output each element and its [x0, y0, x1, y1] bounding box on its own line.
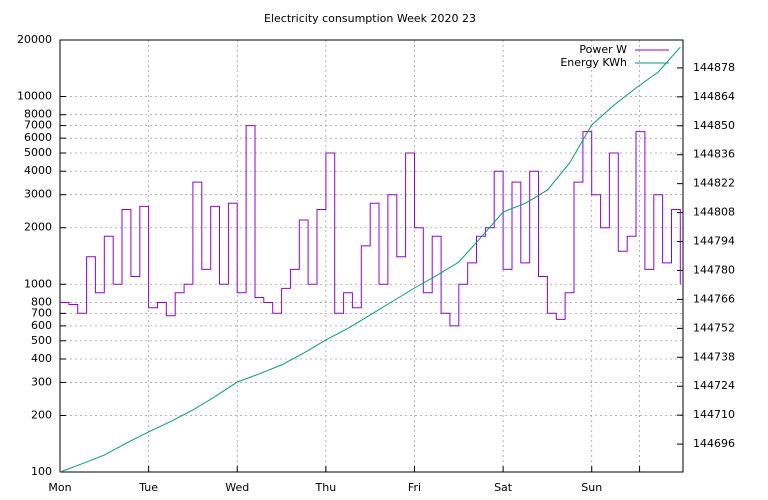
- y2-tick-label: 144696: [693, 437, 735, 450]
- y2-tick-label: 144738: [693, 350, 735, 363]
- x-tick-label: Thu: [315, 481, 337, 494]
- y-tick-label: 5000: [24, 146, 52, 159]
- y-tick-label: 3000: [24, 188, 52, 201]
- legend-label: Energy KWh: [560, 56, 627, 69]
- y-tick-label: 600: [31, 319, 52, 332]
- y-tick-label: 800: [31, 295, 52, 308]
- chart-title: Electricity consumption Week 2020 23: [264, 12, 476, 25]
- plot-frame: [59, 39, 684, 473]
- legend-label: Power W: [579, 43, 627, 56]
- y2-tick-label: 144724: [693, 379, 735, 392]
- y-tick-label: 2000: [24, 221, 52, 234]
- y-tick-label: 20000: [17, 33, 52, 46]
- y-tick-label: 300: [31, 375, 52, 388]
- y2-tick-label: 144864: [693, 90, 735, 103]
- y-tick-label: 4000: [24, 164, 52, 177]
- y2-tick-label: 144850: [693, 119, 735, 132]
- y2-tick-label: 144780: [693, 263, 735, 276]
- x-tick-label: Sat: [494, 481, 513, 494]
- y-tick-label: 8000: [24, 108, 52, 121]
- y-tick-label: 700: [31, 306, 52, 319]
- y-tick-label: 500: [31, 334, 52, 347]
- y-tick-label: 100: [31, 465, 52, 478]
- y2-tick-label: 144878: [693, 61, 735, 74]
- series-line: [59, 46, 681, 473]
- x-tick-label: Fri: [408, 481, 421, 494]
- y-tick-label: 10000: [17, 90, 52, 103]
- x-tick-label: Tue: [138, 481, 158, 494]
- x-tick-label: Mon: [48, 481, 71, 494]
- x-tick-label: Sun: [581, 481, 602, 494]
- y2-tick-label: 144836: [693, 148, 735, 161]
- series-line: [60, 125, 681, 327]
- y-tick-label: 6000: [24, 131, 52, 144]
- y2-tick-label: 144710: [693, 408, 735, 421]
- y2-tick-label: 144808: [693, 206, 735, 219]
- x-tick-label: Wed: [225, 481, 249, 494]
- y2-tick-label: 144822: [693, 177, 735, 190]
- y2-tick-label: 144752: [693, 321, 735, 334]
- y2-tick-label: 144766: [693, 292, 735, 305]
- y-tick-label: 200: [31, 408, 52, 421]
- y-tick-label: 1000: [24, 277, 52, 290]
- y-tick-label: 400: [31, 352, 52, 365]
- y-tick-label: 7000: [24, 119, 52, 132]
- y2-tick-label: 144794: [693, 235, 735, 248]
